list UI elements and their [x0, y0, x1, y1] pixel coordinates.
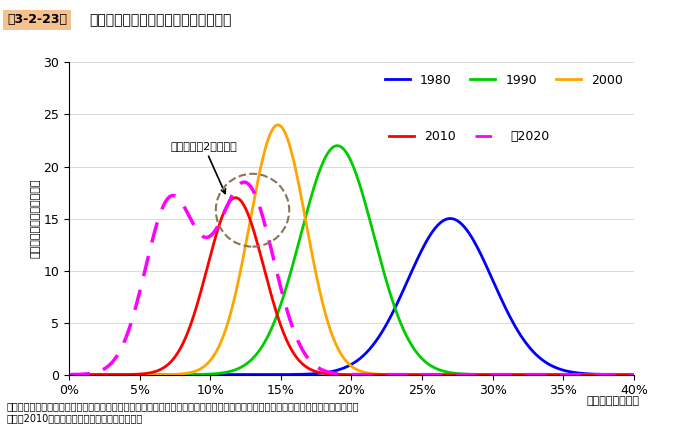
2000	[506, 372, 514, 377]
1990	[333, 143, 342, 149]
1990	[516, 372, 524, 377]
2010	[65, 372, 73, 377]
1990	[630, 372, 638, 377]
2000	[453, 372, 462, 377]
1990	[506, 372, 514, 377]
Line: 2000: 2000	[69, 125, 634, 375]
*2020	[65, 372, 73, 377]
1990	[65, 372, 73, 377]
2010	[630, 372, 638, 377]
2010	[453, 372, 462, 377]
Legend: 2010, ＊2020: 2010, ＊2020	[384, 125, 554, 148]
2010	[294, 356, 302, 362]
1980	[516, 332, 524, 337]
1980	[446, 216, 454, 221]
1980	[630, 372, 638, 377]
Line: *2020: *2020	[69, 182, 634, 375]
*2020	[516, 372, 524, 377]
Text: （若年人口比率）: （若年人口比率）	[586, 396, 639, 406]
2010	[314, 370, 322, 375]
*2020	[240, 179, 248, 185]
1990	[294, 245, 302, 250]
Text: 第3-2-23図: 第3-2-23図	[7, 13, 67, 26]
2000	[123, 372, 131, 377]
Line: 1980: 1980	[69, 219, 634, 375]
2000	[314, 282, 322, 287]
1980	[453, 218, 462, 223]
1980	[294, 372, 302, 377]
2000	[516, 372, 524, 377]
Line: 1990: 1990	[69, 146, 634, 375]
Y-axis label: （分布数、カーネル密度）: （分布数、カーネル密度）	[30, 179, 41, 258]
2010	[123, 372, 131, 377]
Text: 資料：総務省「地域別統計データベース」、国立社会保障・人口問題研究所「日本の地域別将来人口推計」により、中小企業庁作成。
（注）2010年については、東京都三宅: 資料：総務省「地域別統計データベース」、国立社会保障・人口問題研究所「日本の地域…	[7, 401, 360, 423]
1990	[313, 173, 322, 178]
Text: 小さな山が2つできた: 小さな山が2つできた	[171, 141, 237, 194]
*2020	[314, 365, 322, 371]
2000	[294, 178, 302, 183]
2000	[65, 372, 73, 377]
1990	[453, 371, 462, 376]
2000	[274, 122, 282, 128]
1980	[65, 372, 73, 377]
Line: 2010: 2010	[69, 198, 634, 375]
2000	[630, 372, 638, 377]
*2020	[630, 372, 638, 377]
Text: 若年人口比率で見た市町村分布の変化: 若年人口比率で見た市町村分布の変化	[90, 13, 232, 27]
2010	[232, 195, 240, 200]
1980	[123, 372, 131, 377]
*2020	[294, 338, 302, 343]
*2020	[123, 333, 131, 339]
2010	[516, 372, 524, 377]
*2020	[506, 372, 514, 377]
*2020	[453, 372, 462, 377]
2010	[506, 372, 514, 377]
1980	[313, 371, 322, 376]
1990	[123, 372, 131, 377]
1980	[506, 314, 514, 320]
